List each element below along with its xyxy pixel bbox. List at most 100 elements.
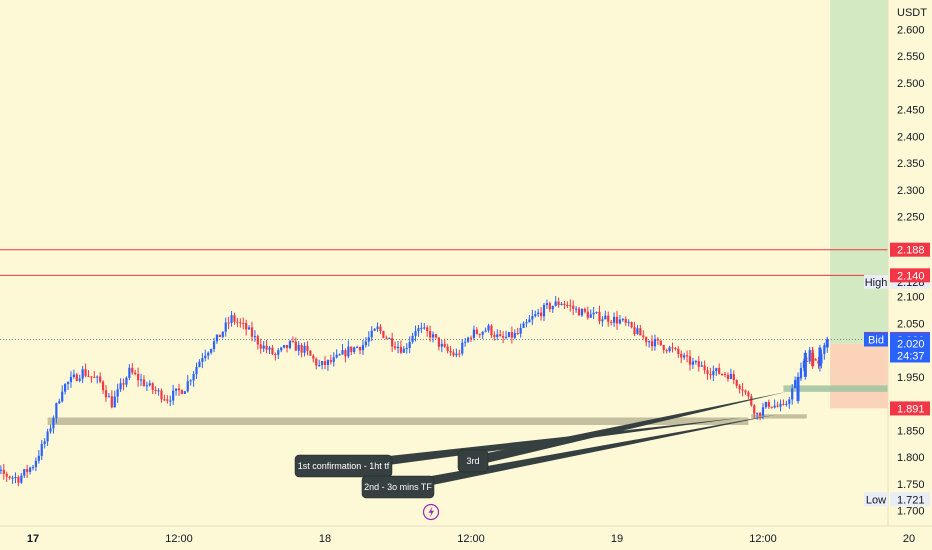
candle-body — [788, 399, 791, 404]
price-tick-label: 2.100 — [897, 292, 925, 304]
candle-body — [338, 354, 341, 356]
candle-body — [426, 327, 429, 332]
price-tick-label: 2.400 — [897, 131, 925, 143]
candle-body — [688, 356, 692, 365]
candle-body — [250, 327, 254, 337]
candle-body — [274, 354, 277, 356]
candle-body — [636, 328, 639, 334]
candle-body — [393, 346, 397, 349]
candle-body — [782, 403, 785, 405]
candle-body — [779, 403, 782, 407]
candle-body — [472, 329, 476, 338]
price-axis[interactable] — [888, 0, 932, 526]
time-tick-label: 12:00 — [457, 533, 485, 545]
candle-body — [283, 345, 286, 348]
candle-body — [607, 315, 610, 322]
candle-body — [490, 325, 493, 336]
time-tick-label: 19 — [611, 533, 623, 545]
candle-body — [475, 329, 478, 334]
candle-body — [221, 331, 224, 337]
level-label-box — [890, 242, 930, 257]
candle-body — [785, 403, 788, 405]
candle-body — [233, 315, 236, 322]
candle-body — [300, 345, 303, 353]
candle-body — [577, 308, 581, 316]
candle-body — [528, 319, 531, 323]
candle-body — [715, 368, 718, 372]
candle-body — [259, 344, 262, 349]
time-axis[interactable]: 1712:001812:001912:002012:002112:002212:… — [27, 533, 932, 545]
candle-body — [391, 338, 394, 347]
event-lightning-icon[interactable] — [422, 503, 440, 521]
candle-body — [712, 371, 715, 376]
candle-body — [160, 390, 163, 400]
candle-body — [17, 477, 20, 483]
candle-body — [803, 352, 807, 377]
candle-body — [729, 373, 732, 379]
time-tick-label: 12:00 — [749, 533, 777, 545]
candle-body — [186, 381, 189, 392]
candle-body — [545, 303, 549, 305]
candle-body — [516, 332, 519, 334]
candle-body — [212, 341, 216, 350]
candle-body — [210, 349, 213, 353]
candle-body — [353, 347, 356, 353]
price-label-box — [890, 492, 930, 507]
candle-body — [280, 347, 283, 351]
candle-body — [452, 352, 455, 356]
candle-body — [431, 334, 435, 338]
candle-body — [811, 352, 815, 367]
candle-body — [548, 303, 551, 310]
candle-body — [723, 373, 727, 375]
candle-body — [685, 355, 689, 357]
price-tick-label: 2.550 — [897, 51, 925, 63]
candle-body — [72, 374, 75, 378]
candle-body — [379, 326, 382, 332]
price-label-tag-box — [864, 332, 888, 347]
callout-text: 3rd — [466, 456, 479, 466]
candle-body — [683, 355, 686, 358]
candle-body — [329, 360, 332, 362]
candle-body — [747, 392, 750, 397]
candle-body — [315, 358, 318, 366]
candle-body — [732, 373, 735, 381]
candle-body — [773, 405, 776, 408]
price-tick-label: 2.050 — [897, 318, 925, 330]
candle-body — [40, 443, 43, 456]
candle-body — [66, 382, 70, 385]
candle-body — [204, 355, 207, 359]
candle-body — [461, 342, 464, 354]
candle-body — [592, 312, 595, 315]
callout-box — [457, 449, 489, 473]
price-tick-label: 1.700 — [897, 506, 925, 518]
candle-body — [312, 355, 315, 359]
candle-body — [90, 376, 93, 378]
candle-body — [738, 385, 741, 390]
candle-body — [43, 441, 46, 444]
candle-body — [376, 326, 379, 330]
candle-body — [469, 337, 473, 339]
current-price-box — [890, 336, 930, 363]
candle-body — [0, 469, 2, 471]
candle-body — [265, 345, 268, 350]
candle-body — [78, 378, 81, 381]
candle-body — [93, 376, 96, 378]
candle-body — [595, 311, 598, 313]
candle-body — [58, 401, 61, 404]
candle-body — [157, 390, 160, 392]
candle-body — [169, 400, 172, 402]
callout-text: 2nd - 3o mins TF — [364, 482, 432, 492]
candle-body — [642, 335, 645, 337]
candle-body — [116, 389, 119, 397]
candle-body — [87, 375, 90, 377]
candle-body — [399, 346, 403, 353]
level-label-value: 2.140 — [897, 270, 925, 282]
candle-body — [621, 319, 624, 321]
candle-body — [598, 311, 601, 322]
candle-body — [14, 477, 17, 479]
candle-body — [361, 345, 365, 351]
candle-body — [201, 358, 204, 362]
candle-body — [8, 476, 11, 478]
candle-body — [645, 336, 648, 343]
